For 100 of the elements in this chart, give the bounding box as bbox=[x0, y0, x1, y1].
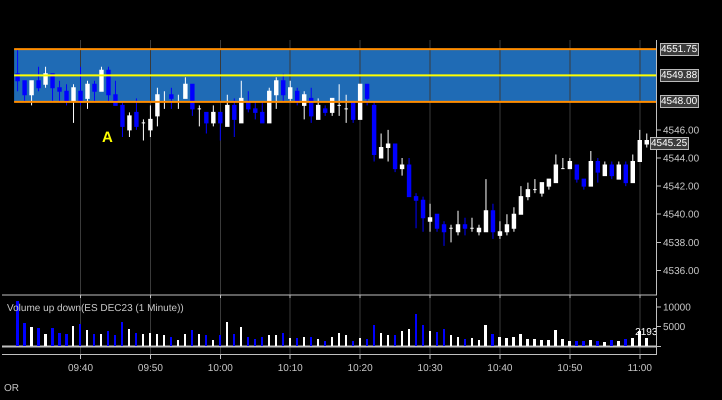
candlestick bbox=[630, 154, 635, 184]
bar bbox=[366, 339, 368, 346]
bar bbox=[247, 337, 249, 346]
candlestick bbox=[498, 220, 502, 240]
x-tick-label: 10:20 bbox=[348, 363, 374, 374]
bar bbox=[114, 335, 116, 346]
bar bbox=[436, 332, 438, 346]
bar bbox=[331, 337, 333, 346]
bar bbox=[268, 335, 270, 346]
candlestick bbox=[336, 84, 342, 116]
candlestick bbox=[378, 132, 384, 159]
bar bbox=[23, 323, 26, 346]
candlestick bbox=[490, 203, 496, 240]
bar bbox=[519, 334, 522, 346]
candlestick bbox=[456, 210, 460, 236]
candlestick bbox=[358, 84, 362, 120]
candlestick bbox=[448, 224, 454, 243]
candlestick bbox=[540, 182, 544, 198]
candlestick bbox=[267, 87, 272, 124]
bar bbox=[408, 329, 410, 346]
bar bbox=[44, 334, 47, 346]
candlestick bbox=[127, 112, 132, 138]
candlestick bbox=[560, 158, 566, 170]
candlestick bbox=[211, 104, 216, 127]
candlestick bbox=[288, 80, 292, 102]
candlestick bbox=[596, 158, 600, 184]
candlestick bbox=[183, 76, 188, 99]
bar bbox=[533, 339, 536, 346]
y-tick-label: 4544.00 bbox=[663, 154, 700, 165]
bar bbox=[471, 338, 473, 346]
bar bbox=[450, 335, 452, 346]
bar bbox=[205, 335, 207, 346]
bar bbox=[505, 338, 508, 346]
bar bbox=[526, 339, 529, 346]
bar bbox=[212, 340, 214, 346]
candlestick bbox=[372, 101, 376, 162]
bar bbox=[575, 341, 578, 346]
bar bbox=[443, 329, 445, 346]
bar bbox=[568, 341, 571, 346]
candlestick bbox=[169, 87, 174, 110]
bar bbox=[282, 333, 284, 346]
bar bbox=[324, 341, 326, 346]
bar bbox=[100, 334, 102, 346]
candlestick bbox=[428, 203, 432, 232]
candlestick bbox=[582, 178, 586, 190]
candlestick bbox=[638, 129, 642, 162]
bar bbox=[107, 331, 109, 346]
candlestick bbox=[232, 98, 237, 138]
bar bbox=[121, 322, 123, 346]
x-tick-label: 10:10 bbox=[278, 363, 304, 374]
bar bbox=[457, 337, 459, 346]
bar bbox=[163, 335, 165, 346]
candlestick bbox=[504, 214, 510, 236]
bar bbox=[345, 335, 347, 346]
candlestick bbox=[554, 154, 558, 184]
candlestick bbox=[190, 84, 195, 116]
candlestick bbox=[546, 178, 552, 190]
y-tick-label: 4546.00 bbox=[663, 125, 700, 136]
candlestick bbox=[274, 76, 278, 110]
candlestick bbox=[442, 220, 446, 246]
bar bbox=[338, 333, 340, 346]
bar bbox=[317, 339, 319, 346]
candlestick bbox=[574, 164, 580, 184]
bar bbox=[498, 337, 501, 346]
candlestick bbox=[644, 132, 649, 148]
candlestick bbox=[364, 84, 370, 106]
candlestick bbox=[610, 161, 614, 180]
bar bbox=[359, 338, 361, 346]
y-tick-label: 10000 bbox=[663, 302, 692, 314]
bar bbox=[617, 341, 620, 346]
x-tick-label: 09:50 bbox=[138, 363, 164, 374]
candlestick bbox=[92, 80, 97, 102]
bar bbox=[582, 341, 585, 346]
candlestick bbox=[71, 84, 76, 124]
ref-line-label: 4551.75 bbox=[661, 44, 698, 55]
annotation: A bbox=[102, 129, 113, 146]
x-tick-label: 10:00 bbox=[208, 363, 234, 374]
candlestick bbox=[568, 158, 572, 170]
bar bbox=[387, 335, 389, 346]
candlestick bbox=[85, 80, 90, 110]
bar bbox=[275, 335, 277, 346]
bar bbox=[589, 340, 592, 346]
candlestick bbox=[624, 161, 628, 187]
bar bbox=[177, 340, 179, 346]
candlestick bbox=[588, 150, 594, 187]
candlestick bbox=[344, 94, 348, 124]
candlestick bbox=[29, 80, 34, 106]
candlestick bbox=[204, 112, 209, 134]
bar bbox=[380, 333, 382, 346]
bar bbox=[596, 341, 599, 346]
candlestick bbox=[281, 73, 286, 102]
candlestick bbox=[414, 192, 418, 229]
candlestick bbox=[616, 161, 622, 180]
candlestick bbox=[476, 224, 482, 236]
candlestick bbox=[316, 98, 320, 120]
x-tick-label: 10:30 bbox=[418, 363, 443, 374]
candlestick bbox=[197, 104, 202, 127]
annotation: 4545.25 bbox=[651, 138, 688, 149]
bar bbox=[484, 325, 487, 346]
bar bbox=[30, 327, 33, 346]
